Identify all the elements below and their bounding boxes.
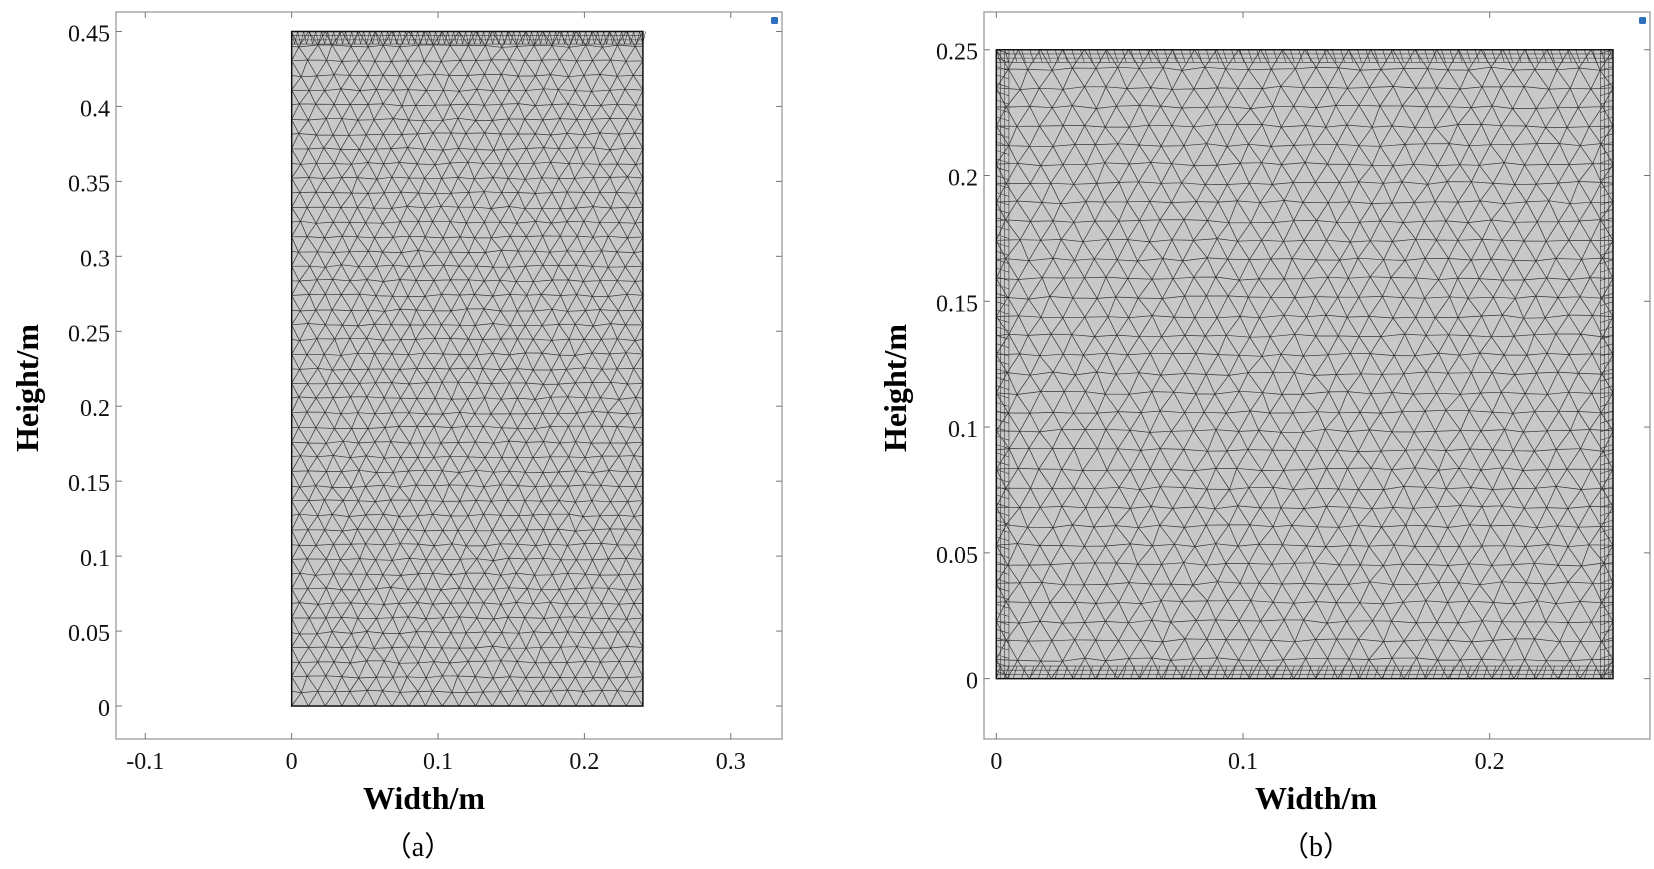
y-tick-label: 0.15: [936, 291, 978, 317]
caption-a: （a）: [384, 831, 452, 863]
x-tick-label: 0.2: [569, 749, 599, 775]
y-tick-label: 0.05: [68, 621, 110, 647]
panel-b: 0 0.1 0.2 0 0.05 0.1 0.15 0.2 0.25 Height/m Widt…: [877, 11, 1651, 863]
corner-marker-b: [1639, 17, 1646, 24]
caption-b: （b）: [1281, 831, 1351, 863]
y-tick-label: 0.25: [68, 321, 110, 347]
y-axis-title-b: Height/m: [877, 324, 913, 452]
x-tick-label: 0.2: [1475, 749, 1505, 775]
y-tick-label: 0.45: [68, 21, 110, 47]
x-tick-label: 0: [286, 749, 298, 775]
mesh-domain-b: [995, 49, 1614, 680]
x-tick-label: 0.1: [1228, 749, 1258, 775]
domain-boundary: [290, 30, 644, 707]
y-tick-label: 0.15: [68, 471, 110, 497]
x-axis-title-a: Width/m: [363, 780, 485, 816]
x-tick-label: 0: [990, 749, 1002, 775]
axis-ticks-a: -0.1 0 0.1 0.2 0.3 0 0.05 0.1 0.15 0.2 0.25 0.3 0.35…: [68, 12, 782, 775]
x-tick-label: 0.1: [423, 749, 453, 775]
mesh-refinement: [291, 31, 646, 45]
mesh-refinement: [996, 49, 1614, 679]
y-tick-label: 0.2: [948, 166, 978, 192]
y-tick-label: 0.35: [68, 171, 110, 197]
y-tick-label: 0: [966, 669, 978, 695]
y-tick-label: 0.1: [80, 546, 110, 572]
y-tick-label: 0.25: [936, 40, 978, 66]
panel-a: -0.1 0 0.1 0.2 0.3 0 0.05 0.1 0.15 0.2 0.25 0.3 0.35…: [9, 11, 783, 863]
y-axis-title-a: Height/m: [9, 324, 45, 452]
y-tick-label: 0.4: [80, 96, 110, 122]
domain-boundary: [995, 49, 1614, 680]
x-axis-title-b: Width/m: [1255, 780, 1377, 816]
corner-marker-a: [771, 17, 778, 24]
y-tick-label: 0: [98, 696, 110, 722]
y-tick-label: 0.2: [80, 396, 110, 422]
mesh-background: [291, 30, 644, 707]
axis-ticks-b: 0 0.1 0.2 0 0.05 0.1 0.15 0.2 0.25: [936, 12, 1650, 775]
mesh-background: [995, 49, 1614, 680]
y-tick-label: 0.05: [936, 543, 978, 569]
x-tick-label: -0.1: [126, 749, 164, 775]
y-tick-label: 0.1: [948, 417, 978, 443]
y-tick-label: 0.3: [80, 246, 110, 272]
x-tick-label: 0.3: [716, 749, 746, 775]
mesh-domain-a: [290, 30, 646, 707]
